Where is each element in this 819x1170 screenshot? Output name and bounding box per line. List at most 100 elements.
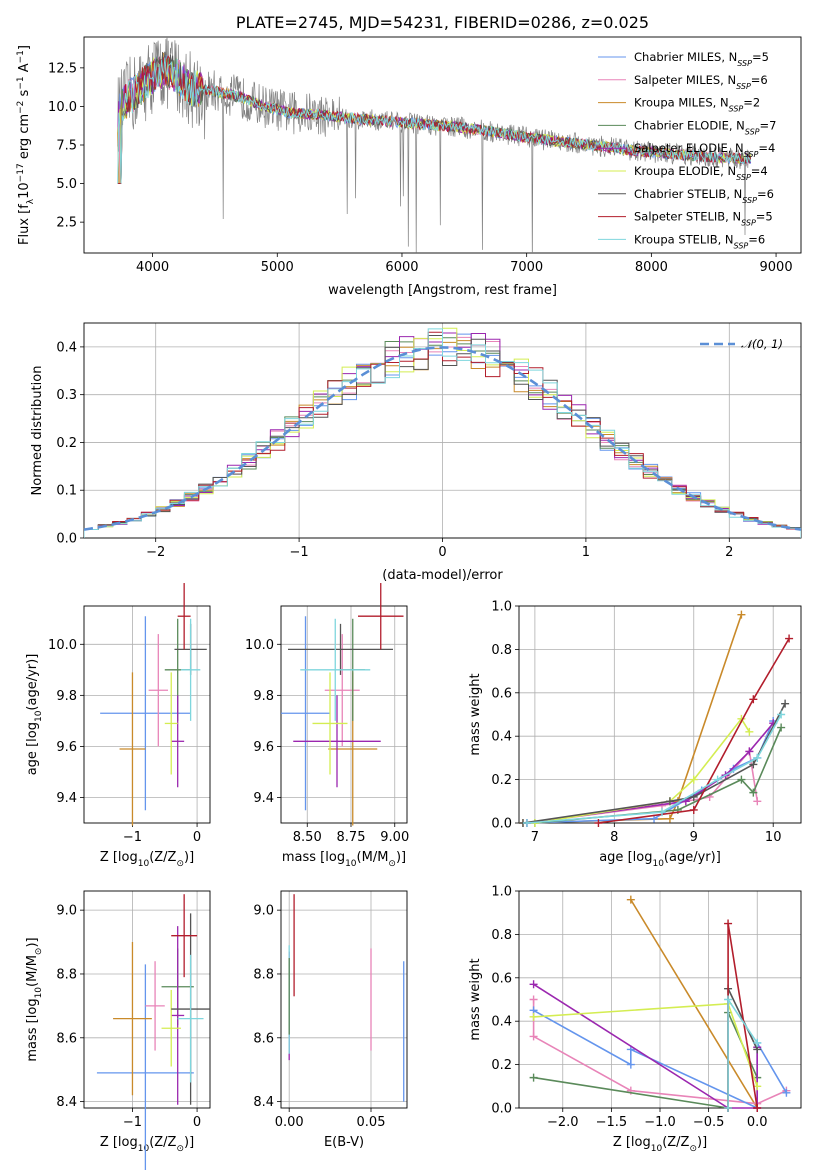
errorbar-point: [180, 618, 201, 721]
errorbar-point: [171, 894, 198, 978]
spectrum-xlabel: wavelength [Angstrom, rest frame]: [328, 283, 557, 298]
y-tick-label: 2.5: [56, 216, 77, 231]
errorbar-point: [113, 942, 152, 1096]
y-tick-label: 0.0: [491, 1102, 512, 1117]
y-tick-label: 0.2: [491, 773, 512, 788]
y-tick-label: 0.8: [491, 928, 512, 943]
weight-marker: [689, 805, 698, 814]
mass_vs_ebv-frame: [280, 890, 408, 1109]
weight_vs_age-frame: [518, 605, 802, 824]
weight-marker: [529, 1032, 538, 1041]
weight-marker: [745, 747, 754, 756]
x-tick-label: 0.0: [747, 1115, 768, 1130]
y-tick-label: 0.4: [491, 1015, 512, 1030]
spectrum-data-line: [117, 37, 751, 253]
weight-marker: [753, 797, 762, 806]
x-tick-label: 7: [531, 830, 539, 845]
y-tick-label: 10.0: [48, 100, 77, 115]
weight-line: [533, 983, 758, 1109]
weight-marker: [689, 775, 698, 784]
x-tick-label: 9000: [760, 260, 793, 275]
weight-marker: [782, 1088, 791, 1097]
errorbar-point: [288, 623, 393, 675]
residual-histogram: [84, 328, 801, 538]
weight-marker: [626, 895, 635, 904]
legend-entry: Chabrier MILES, NSSP=5: [634, 50, 769, 68]
x-tick-label: −2.0: [547, 1115, 579, 1130]
legend-entry: 𝒩(0, 1): [741, 337, 783, 351]
y-tick-label: 5.0: [56, 177, 77, 192]
weight-marker: [665, 814, 674, 823]
y-tick-label: 9.0: [253, 904, 274, 919]
errorbar-point: [164, 672, 178, 775]
weight-marker: [522, 819, 531, 827]
x-tick-label: −1.0: [644, 1115, 676, 1130]
errorbar-point: [171, 695, 185, 788]
errorbar-point: [293, 695, 381, 788]
errorbar-point: [177, 583, 191, 650]
y-tick-label: 8.4: [56, 1095, 77, 1110]
errorbar-point: [100, 616, 191, 811]
x-tick-label: −1.5: [596, 1115, 628, 1130]
spectrum-model-line: [117, 55, 752, 185]
weight-line: [522, 614, 743, 824]
x-tick-label: 9.00: [380, 830, 409, 845]
legend-entry: Salpeter ELODIE, NSSP=4: [634, 141, 775, 159]
y-tick-label: 7.5: [56, 139, 77, 154]
legend-entry: Chabrier ELODIE, NSSP=7: [634, 118, 776, 136]
errorbar-point: [358, 583, 404, 650]
weight_vs_Z-ylabel: mass weight: [468, 958, 483, 1040]
errorbar-point: [161, 989, 181, 1067]
weight-marker: [749, 695, 758, 704]
y-tick-label: 0.3: [56, 388, 77, 403]
x-tick-label: 0: [438, 545, 446, 560]
spectrum-title: PLATE=2745, MJD=54231, FIBERID=0286, z=0…: [236, 13, 649, 32]
weight-marker: [626, 1060, 635, 1069]
errorbar-point: [281, 616, 330, 811]
y-tick-label: 9.4: [56, 791, 77, 806]
y-tick-label: 9.8: [56, 689, 77, 704]
weight-marker: [753, 1038, 762, 1047]
x-tick-label: 8000: [635, 260, 668, 275]
errorbar-point: [148, 634, 168, 747]
weight-marker: [713, 775, 722, 784]
weight-line: [526, 749, 759, 824]
weight-marker: [777, 723, 786, 732]
legend-entry: Salpeter STELIB, NSSP=5: [634, 210, 773, 228]
y-tick-label: 0.8: [491, 643, 512, 658]
x-tick-label: 4000: [136, 260, 169, 275]
y-tick-label: 10.0: [48, 638, 77, 653]
y-tick-label: 8.6: [253, 1031, 274, 1046]
y-tick-label: 8.8: [253, 967, 274, 982]
age_vs_mass-xlabel: mass [log10(M/M⊙)]: [282, 850, 406, 869]
weight-marker: [753, 1104, 762, 1112]
y-tick-label: 9.4: [253, 791, 274, 806]
errorbar-point: [119, 672, 146, 826]
y-tick-label: 10.0: [245, 638, 274, 653]
weight-marker: [745, 727, 754, 736]
legend-entry: Chabrier STELIB, NSSP=6: [634, 187, 774, 205]
weight-line: [533, 1012, 758, 1109]
y-tick-label: 0.4: [56, 340, 77, 355]
age_vs_Z-ylabel: age [log10(age/yr)]: [25, 654, 44, 776]
y-tick-label: 0.1: [56, 484, 77, 499]
y-tick-label: 0.0: [491, 817, 512, 832]
weight-marker: [594, 819, 603, 827]
y-tick-label: 9.0: [56, 904, 77, 919]
weight-line: [598, 638, 790, 824]
residuals-ylabel: Normed distribution: [30, 366, 45, 496]
weight-marker: [657, 808, 666, 817]
y-tick-label: 9.8: [253, 689, 274, 704]
weight-marker: [665, 797, 674, 806]
legend-entry: Kroupa STELIB, NSSP=6: [634, 232, 765, 250]
weight-marker: [749, 788, 758, 797]
legend-entry: Kroupa MILES, NSSP=2: [634, 96, 760, 114]
weight-line: [533, 1002, 758, 1087]
weight-marker: [781, 699, 790, 708]
spectrum-model-line: [117, 57, 752, 184]
weight-marker: [777, 710, 786, 719]
mass_vs_Z-xlabel: Z [log10(Z/Z⊙)]: [100, 1135, 194, 1154]
weight-marker: [529, 1012, 538, 1021]
errorbar-point: [300, 618, 371, 721]
y-tick-label: 8.8: [56, 967, 77, 982]
